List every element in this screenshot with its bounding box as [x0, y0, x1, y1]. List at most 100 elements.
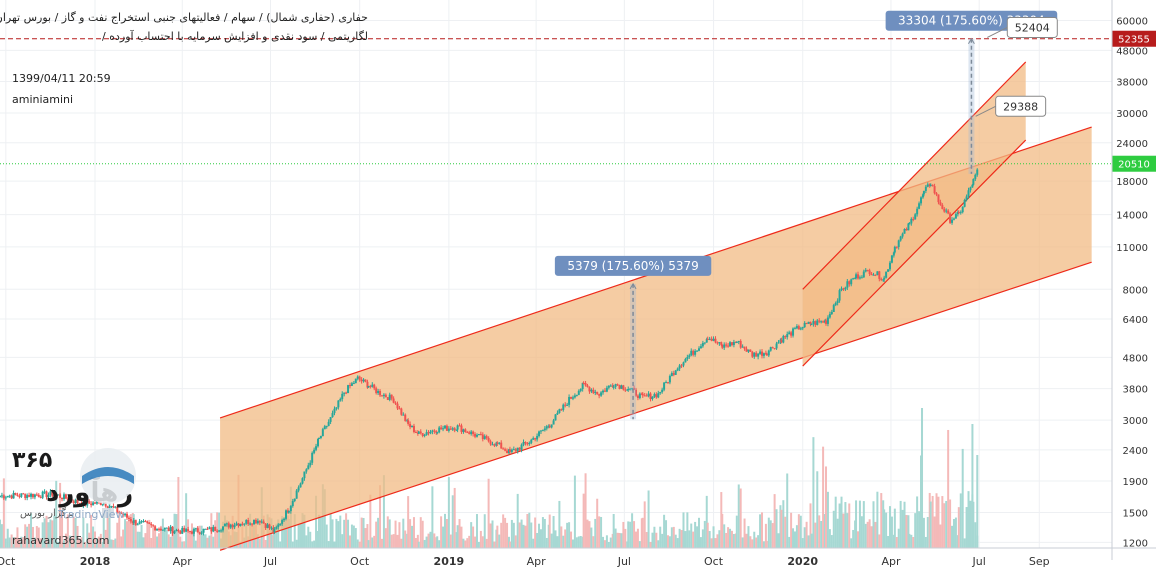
volume-bar: [771, 523, 774, 548]
volume-bar: [256, 534, 259, 548]
volume-bar: [954, 517, 957, 548]
volume-bar: [491, 520, 494, 548]
volume-bar: [937, 496, 940, 548]
volume-bar: [586, 519, 589, 548]
candle-body: [165, 527, 168, 529]
candle-body: [755, 352, 758, 357]
candle-body: [611, 385, 614, 387]
volume-bar: [528, 512, 531, 548]
volume-bar: [684, 531, 687, 548]
volume-bar: [729, 528, 732, 548]
candle-body: [718, 342, 721, 344]
candle-body: [788, 332, 791, 335]
candle-body: [885, 271, 888, 278]
channel-line-2-2: [802, 61, 1027, 290]
candle-body: [169, 526, 172, 532]
candle-body: [493, 444, 496, 446]
candle-body: [854, 278, 857, 280]
volume-bar: [179, 536, 182, 548]
volume-bar: [327, 541, 330, 548]
candle-body: [366, 381, 369, 388]
tradingview-logo: TradingView: [58, 508, 125, 521]
volume-bar: [189, 532, 192, 548]
volume-bar: [550, 533, 553, 548]
candle-body: [477, 434, 480, 436]
volume-bar: [70, 537, 73, 548]
candle-body: [134, 520, 137, 525]
volume-bar: [784, 516, 787, 548]
volume-bar: [725, 532, 728, 548]
candle-body: [636, 395, 639, 398]
volume-bar: [80, 537, 83, 548]
candle-body: [836, 300, 839, 303]
volume-bar: [104, 529, 107, 548]
candle-body: [198, 532, 201, 534]
volume-bar: [291, 541, 294, 548]
candle-body: [411, 425, 414, 428]
candle-body: [510, 449, 513, 452]
callout-label-2: 29388: [1003, 100, 1038, 113]
candle-body: [897, 240, 900, 248]
candle-body: [816, 320, 819, 325]
candle-body: [39, 496, 42, 498]
volume-bar: [560, 526, 563, 548]
volume-bar: [475, 514, 478, 548]
volume-bar: [780, 509, 783, 548]
candle-body: [181, 527, 184, 534]
channel-fill-2: [802, 61, 1026, 367]
volume-bar: [773, 494, 776, 548]
volume-bar: [614, 528, 617, 548]
volume-bar: [287, 518, 290, 548]
candle-body: [220, 530, 223, 532]
volume-bar: [963, 538, 966, 548]
volume-bar: [735, 515, 738, 548]
volume-bar: [598, 516, 601, 548]
volume-bar: [185, 493, 188, 548]
volume-bar: [636, 528, 639, 548]
volume-bar: [390, 534, 393, 548]
candle-body: [239, 523, 242, 527]
volume-bar: [86, 523, 89, 548]
candle-body: [573, 395, 576, 398]
volume-bar: [508, 541, 511, 548]
volume-bar: [907, 515, 910, 548]
candle-body: [104, 502, 107, 507]
volume-bar: [786, 473, 789, 548]
volume-bar: [680, 530, 683, 548]
volume-bar: [969, 500, 972, 548]
volume-bar: [402, 518, 405, 548]
volume-bar: [394, 520, 397, 548]
volume-bar: [571, 539, 574, 548]
candle-body: [329, 417, 332, 422]
volume-bar: [753, 531, 756, 548]
candle-body: [858, 277, 861, 279]
volume-bar: [935, 493, 938, 548]
candle-body: [684, 359, 687, 363]
volume-bar: [72, 516, 75, 548]
candle-body: [520, 444, 523, 450]
candle-body: [872, 274, 875, 276]
candle-body: [761, 351, 764, 356]
volume-bar: [281, 516, 284, 548]
candle-body: [8, 495, 11, 497]
volume-bar: [890, 516, 893, 548]
volume-bar: [116, 522, 119, 548]
volume-bar: [908, 533, 911, 548]
volume-bar: [8, 537, 11, 548]
candle-body: [270, 527, 273, 529]
volume-bar: [846, 513, 849, 548]
volume-bar: [22, 537, 25, 548]
candle-body: [352, 383, 355, 385]
volume-bar: [126, 521, 129, 548]
candle-body: [516, 447, 519, 451]
candle-body: [382, 394, 385, 397]
candle-body: [495, 442, 498, 446]
candle-body: [53, 494, 56, 497]
volume-bar: [532, 538, 535, 548]
candle-body: [952, 218, 955, 220]
volume-bar: [489, 523, 492, 548]
volume-bar: [462, 538, 465, 548]
candle-body: [427, 432, 430, 434]
candle-body: [818, 320, 821, 322]
